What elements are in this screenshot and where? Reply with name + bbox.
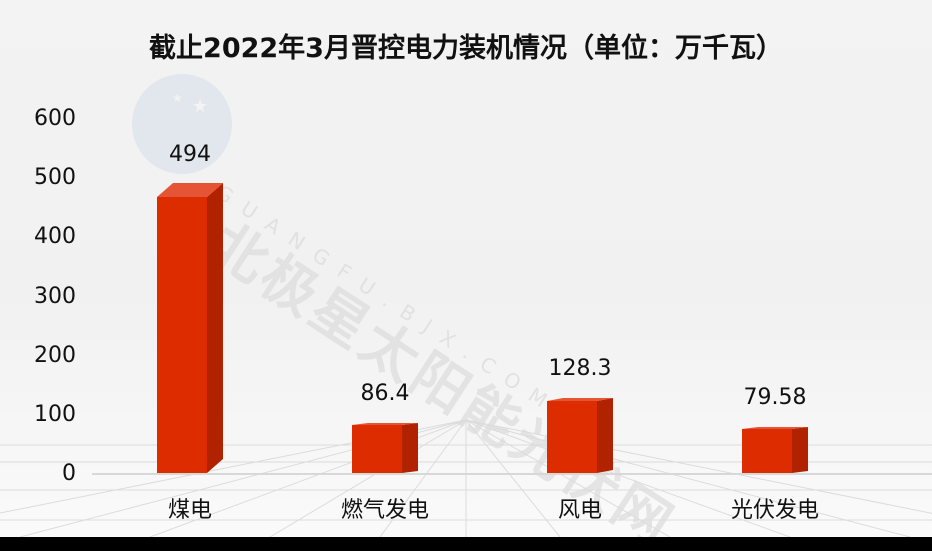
bottom-black-band <box>0 537 932 551</box>
y-tick-0: 0 <box>62 461 76 486</box>
y-tick-100: 100 <box>34 402 76 427</box>
x-axis-line <box>92 473 932 475</box>
y-tick-400: 400 <box>34 224 76 249</box>
y-tick-200: 200 <box>34 343 76 368</box>
chart-title: 截止2022年3月晋控电力装机情况（单位：万千瓦） <box>149 33 783 64</box>
value-label-wind: 128.3 <box>548 356 612 381</box>
x-label-wind: 风电 <box>557 498 602 523</box>
y-tick-500: 500 <box>34 165 76 190</box>
value-label-coal: 494 <box>169 142 211 167</box>
bar-pv <box>742 427 808 473</box>
x-label-coal: 煤电 <box>167 498 212 523</box>
y-tick-600: 600 <box>34 106 76 131</box>
x-label-pv: 光伏发电 <box>730 498 819 523</box>
bar-wind <box>547 398 613 473</box>
y-tick-300: 300 <box>34 284 76 309</box>
value-label-gas: 86.4 <box>360 381 410 406</box>
x-label-gas: 燃气发电 <box>340 498 429 523</box>
chart-area: ★ ★ 北极星太阳能光伏网 GUANGFU.BJX.COM.CN 截止2022年3… <box>0 0 932 537</box>
bar-coal <box>157 183 223 473</box>
value-label-pv: 79.58 <box>743 385 807 410</box>
bar-gas <box>352 423 418 473</box>
